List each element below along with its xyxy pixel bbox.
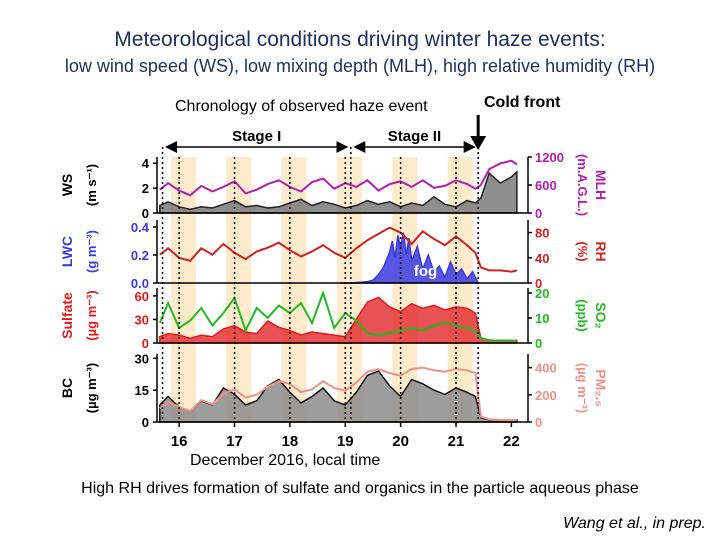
left-tick-label: 2 [142,181,149,196]
right-axis-unit: (m.A.G.L.) [575,154,590,216]
left-tick-label: 0.2 [131,248,149,263]
x-tick-label: 18 [282,433,299,450]
right-axis-title: MLH [593,170,609,200]
cold-front-arrowhead [470,136,487,150]
x-axis-label: December 2016, local time [190,452,381,469]
chart-title: Meteorological conditions driving winter… [114,28,606,51]
left-axis-title: LWC [59,236,75,267]
left-axis-unit: (m s⁻¹) [84,164,99,206]
chart-subtitle: low wind speed (WS), low mixing depth (M… [64,56,656,76]
right-tick-label: 40 [535,251,549,266]
left-tick-label: 0 [142,336,149,351]
right-axis-unit: (µg m⁻³) [575,363,590,413]
right-tick-label: 600 [535,178,557,193]
right-tick-label: 0 [535,206,542,221]
left-tick-label: 30 [135,312,149,327]
stage1-label: Stage I [232,128,281,145]
night-band [392,157,418,422]
left-axis-title: Sulfate [59,292,75,339]
fog-label: fog [414,263,437,280]
series-ws-area [159,170,518,214]
citation: Wang et al., in prep. [563,515,706,532]
left-axis-title: BC [59,378,75,398]
night-band [336,157,362,422]
footer-caption: High RH drives formation of sulfate and … [81,480,639,497]
stage2-label: Stage II [388,128,441,145]
cold-front-label: Cold front [484,94,561,111]
left-tick-label: 30 [135,351,149,366]
right-axis-title: PM₂.₅ [593,369,609,407]
left-tick-label: 0.0 [131,276,149,291]
right-axis-title: SO₂ [593,302,609,328]
left-tick-label: 60 [135,289,149,304]
left-tick-label: 0.4 [131,220,150,235]
x-tick-label: 19 [337,433,354,450]
left-tick-label: 0 [142,415,149,430]
x-tick-label: 16 [171,433,188,450]
right-tick-label: 200 [535,388,557,403]
right-tick-label: 20 [535,286,549,301]
x-tick-label: 22 [503,433,520,450]
series-lwc-area [339,232,480,284]
left-tick-label: 4 [142,156,150,171]
left-tick-label: 0 [142,206,149,221]
right-tick-label: 0 [535,276,542,291]
night-band [226,157,252,422]
right-axis-title: RH [593,241,609,261]
night-band [447,157,473,422]
right-axis-unit: (%) [575,241,590,261]
right-tick-label: 0 [535,415,542,430]
left-tick-label: 15 [135,383,149,398]
night-band [170,157,196,422]
left-axis-title: WS [59,174,75,197]
x-tick-label: 21 [448,433,465,450]
x-tick-label: 20 [392,433,409,450]
right-tick-label: 80 [535,226,549,241]
chronology-label: Chronology of observed haze event [175,98,428,115]
right-tick-label: 0 [535,336,542,351]
right-tick-label: 1200 [535,150,564,165]
left-axis-unit: (g m⁻³) [84,230,99,273]
x-tick-label: 17 [226,433,243,450]
right-tick-label: 400 [535,361,557,376]
left-axis-unit: (µg m⁻³) [84,363,99,413]
right-tick-label: 10 [535,311,549,326]
left-axis-unit: (µg m⁻³) [84,290,99,340]
right-axis-unit: (ppb) [575,299,590,331]
series-pm-line [159,366,517,421]
